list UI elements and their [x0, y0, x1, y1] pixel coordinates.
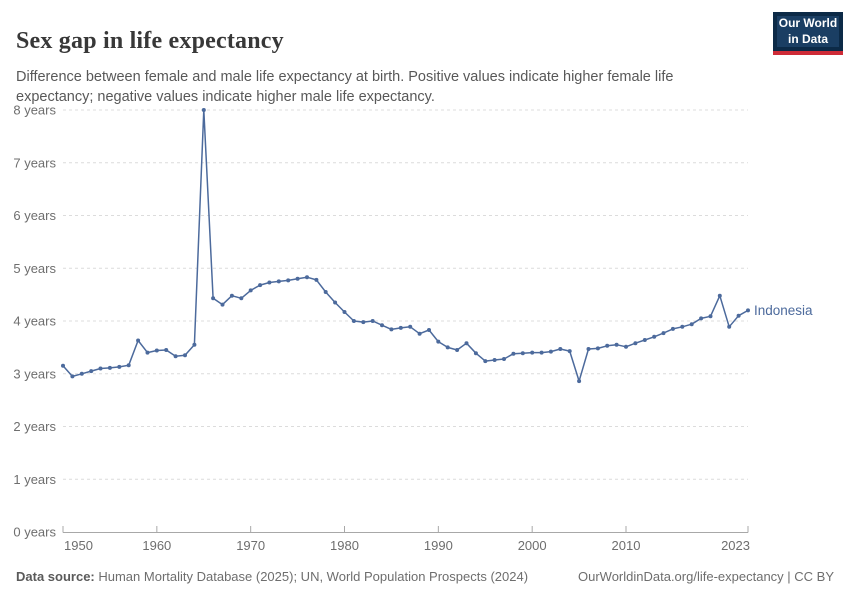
svg-text:2000: 2000 — [518, 538, 547, 553]
chart-footer: Data source: Human Mortality Database (2… — [16, 569, 834, 584]
svg-text:3 years: 3 years — [13, 366, 56, 381]
svg-text:2023: 2023 — [721, 538, 750, 553]
y-gridlines — [63, 109, 748, 480]
chart-subtitle: Difference between female and male life … — [16, 68, 674, 105]
owid-logo-text: Our World in Data — [777, 16, 839, 47]
svg-text:1950: 1950 — [64, 538, 93, 553]
svg-text:6 years: 6 years — [13, 208, 56, 223]
x-axis-labels: 1950 1960 1970 1980 1990 2000 2010 2023 — [64, 538, 750, 553]
svg-text:1970: 1970 — [236, 538, 265, 553]
svg-text:1980: 1980 — [330, 538, 359, 553]
owid-logo-line1: Our World — [778, 15, 838, 30]
svg-text:0 years: 0 years — [13, 525, 56, 540]
credit-link[interactable]: OurWorldinData.org/life-expectancy | CC … — [577, 569, 834, 584]
owid-logo[interactable]: Our World in Data — [773, 12, 843, 55]
series-label-indonesia: Indonesia — [754, 303, 813, 318]
svg-text:7 years: 7 years — [13, 155, 56, 170]
svg-text:1960: 1960 — [142, 538, 171, 553]
data-source: Data source: Human Mortality Database (2… — [16, 569, 528, 584]
svg-text:4 years: 4 years — [13, 314, 56, 329]
svg-text:2010: 2010 — [612, 538, 641, 553]
chart-title: Sex gap in life expectancy — [16, 28, 284, 55]
data-source-label: Data source: — [16, 569, 95, 584]
svg-text:1 years: 1 years — [13, 472, 56, 487]
svg-text:2 years: 2 years — [13, 419, 56, 434]
line-chart[interactable]: 0 years 1 years 2 years 3 years 4 years 5 yea… — [0, 0, 850, 560]
data-source-text: Human Mortality Database (2025); UN, Wor… — [94, 569, 529, 584]
owid-logo-line2: in Data — [787, 31, 828, 46]
svg-text:5 years: 5 years — [13, 261, 56, 276]
x-axis — [62, 526, 749, 533]
data-points[interactable] — [61, 108, 750, 384]
y-axis-labels: 0 years 1 years 2 years 3 years 4 years 5 yea… — [13, 103, 56, 540]
svg-text:1990: 1990 — [424, 538, 453, 553]
svg-text:8 years: 8 years — [13, 103, 56, 118]
